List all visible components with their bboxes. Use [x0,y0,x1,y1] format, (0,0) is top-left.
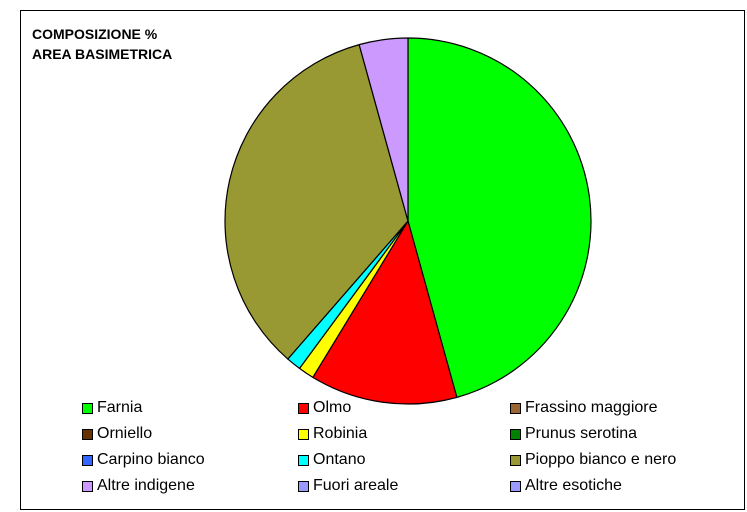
legend-item-robinia: Robinia [298,424,367,444]
legend-swatch-pioppo-bianco-e-nero [510,454,521,466]
legend-item-ontano: Ontano [298,450,365,470]
pie-slice-pioppo-bianco-e-nero [224,44,409,360]
legend-swatch-orniello [82,428,93,440]
legend-label-altre-esotiche: Altre esotiche [525,477,622,494]
legend-swatch-frassino-maggiore [510,402,521,414]
legend-swatch-olmo [298,402,309,414]
legend-label-olmo: Olmo [313,399,352,416]
legend-label-altre-indigene: Altre indigene [97,477,195,494]
pie-slice-altre-indigene [358,37,409,222]
legend-swatch-fuori-areale [298,480,309,492]
legend-item-carpino-bianco: Carpino bianco [82,450,205,470]
legend-item-frassino-maggiore: Frassino maggiore [510,398,658,418]
legend-label-carpino-bianco: Carpino bianco [97,451,205,468]
legend-swatch-carpino-bianco [82,454,93,466]
legend-item-altre-esotiche: Altre esotiche [510,476,622,496]
chart-title: COMPOSIZIONE % AREA BASIMETRICA [32,24,172,64]
legend-label-robinia: Robinia [313,425,368,442]
legend-swatch-altre-esotiche [510,480,521,492]
legend-label-pioppo-bianco-e-nero: Pioppo bianco e nero [525,451,677,468]
chart-title-line-2: AREA BASIMETRICA [32,46,173,62]
legend-label-fuori-areale: Fuori areale [313,477,399,494]
legend-swatch-farnia [82,402,93,414]
legend-label-prunus-serotina: Prunus serotina [525,425,638,442]
legend-item-pioppo-bianco-e-nero: Pioppo bianco e nero [510,450,676,470]
legend-label-frassino-maggiore: Frassino maggiore [525,399,658,416]
legend-item-farnia: Farnia [82,398,142,418]
legend-label-orniello: Orniello [97,425,153,442]
legend-swatch-robinia [298,428,309,440]
legend-item-prunus-serotina: Prunus serotina [510,424,637,444]
legend-item-orniello: Orniello [82,424,152,444]
legend-item-fuori-areale: Fuori areale [298,476,398,496]
legend-swatch-prunus-serotina [510,428,521,440]
legend-item-olmo: Olmo [298,398,351,418]
pie-slice-farnia [407,37,592,398]
legend-swatch-altre-indigene [82,480,93,492]
legend-label-farnia: Farnia [97,399,143,416]
legend-swatch-ontano [298,454,309,466]
legend-item-altre-indigene: Altre indigene [82,476,195,496]
chart-title-line-1: COMPOSIZIONE % [32,26,158,42]
pie-slice-olmo [312,220,458,405]
legend-label-ontano: Ontano [313,451,366,468]
